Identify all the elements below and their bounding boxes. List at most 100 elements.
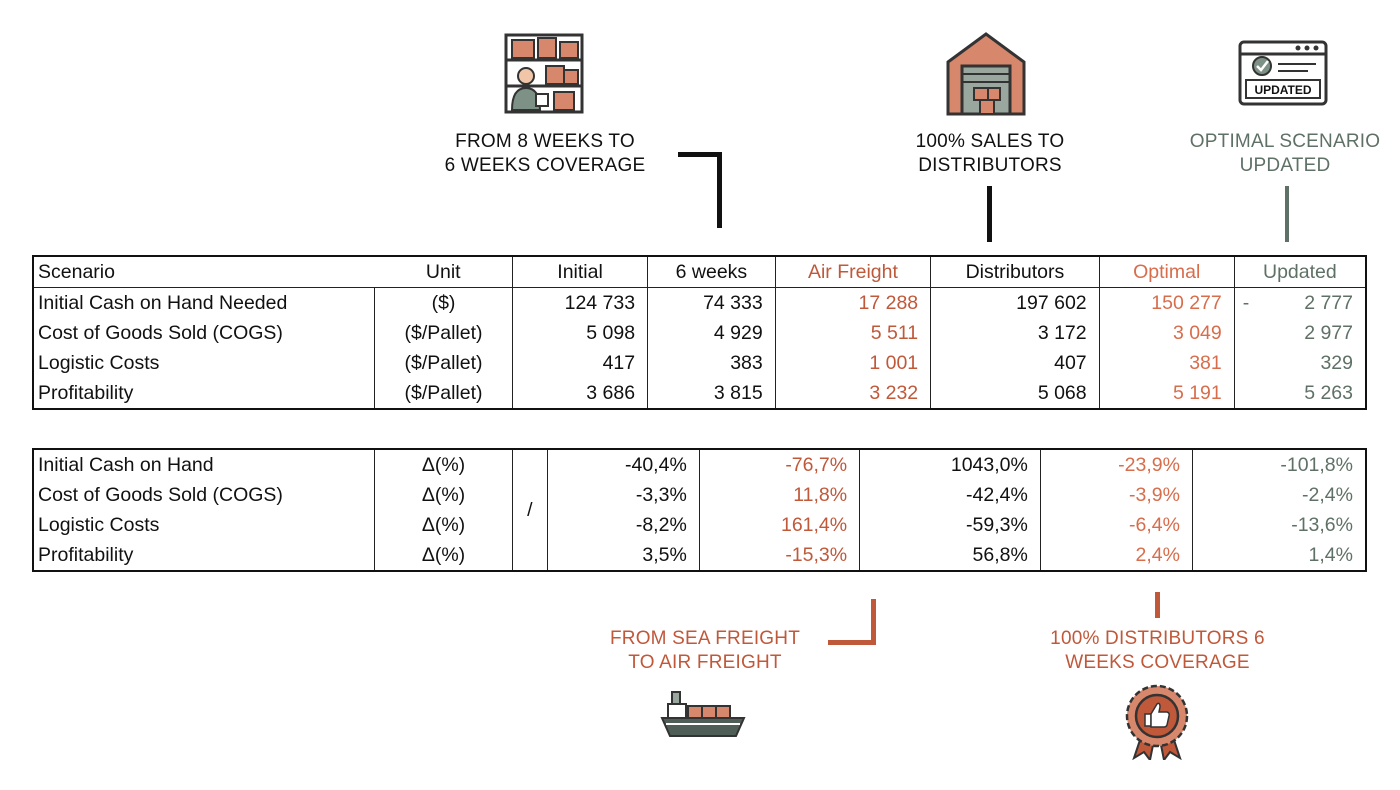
- connector-optimal: [1155, 592, 1160, 618]
- caption-line: DISTRIBUTORS: [918, 155, 1062, 176]
- header-unit: Unit: [425, 260, 461, 283]
- cell-initial: 417: [511, 348, 648, 378]
- cell-air-freight: 3 232: [774, 378, 931, 409]
- warehouse-shelves-worker-icon: [504, 33, 584, 114]
- table-row: Initial Cash on Hand Needed ($) 124 733 …: [33, 287, 1366, 318]
- cell-updated: - 2 777: [1233, 287, 1366, 318]
- caption-sales-distributors: 100% SALES TO DISTRIBUTORS: [890, 130, 1090, 178]
- cell-6-weeks: 74 333: [647, 287, 776, 318]
- row-unit: Δ(%): [374, 540, 513, 571]
- table-header-row: Scenario Unit Initial 6 weeks Air Freigh…: [33, 256, 1366, 288]
- caption-line: 100% SALES TO: [915, 131, 1065, 152]
- connector-weeks-horizontal: [678, 152, 722, 157]
- caption-line: UPDATED: [1239, 155, 1331, 176]
- cell-air-freight: -15,3%: [698, 540, 860, 571]
- table-row: Profitability Δ(%) 3,5% -15,3% 56,8% 2,4…: [33, 540, 1366, 571]
- row-unit: ($/Pallet): [374, 318, 513, 348]
- caption-line: OPTIMAL SCENARIO: [1189, 131, 1381, 152]
- table-row: Logistic Costs ($/Pallet) 417 383 1 001 …: [33, 348, 1366, 378]
- cell-updated: 2 977: [1233, 318, 1366, 348]
- cell-updated: -13,6%: [1191, 510, 1366, 540]
- cell-distributors: 1043,0%: [859, 449, 1041, 480]
- cell-6-weeks: 383: [647, 348, 776, 378]
- warehouse-building-icon: [946, 32, 1026, 116]
- row-label: Initial Cash on Hand: [38, 453, 214, 476]
- connector-distributors: [987, 186, 992, 242]
- cell-updated-value: 2 777: [1304, 291, 1353, 314]
- cell-air-freight: 161,4%: [698, 510, 860, 540]
- caption-line: FROM 8 WEEKS TO: [455, 131, 635, 152]
- cell-air-freight: 1 001: [774, 348, 931, 378]
- caption-line: FROM SEA FREIGHT: [609, 628, 801, 649]
- cell-initial: 5 098: [511, 318, 648, 348]
- cell-distributors: -42,4%: [859, 480, 1041, 510]
- cell-optimal: 381: [1098, 348, 1235, 378]
- cell-initial: 124 733: [511, 287, 648, 318]
- cell-optimal: 2,4%: [1039, 540, 1193, 571]
- cell-distributors: 3 172: [930, 318, 1100, 348]
- row-label: Initial Cash on Hand Needed: [38, 291, 288, 314]
- cell-optimal: -6,4%: [1039, 510, 1193, 540]
- cell-air-freight: 17 288: [774, 287, 931, 318]
- cell-distributors: -59,3%: [859, 510, 1041, 540]
- delta-table: Initial Cash on Hand Δ(%) / -40,4% -76,7…: [32, 448, 1367, 572]
- header-air-freight: Air Freight: [774, 256, 931, 288]
- cell-updated: 329: [1233, 348, 1366, 378]
- cell-optimal: 5 191: [1098, 378, 1235, 409]
- table-row: Cost of Goods Sold (COGS) ($/Pallet) 5 0…: [33, 318, 1366, 348]
- cargo-ship-icon: [660, 691, 746, 737]
- cell-optimal: -23,9%: [1039, 449, 1193, 480]
- row-label: Logistic Costs: [38, 351, 160, 374]
- cell-initial-merged: /: [512, 449, 548, 571]
- row-unit: Δ(%): [374, 449, 513, 480]
- caption-line: 100% DISTRIBUTORS 6: [1050, 628, 1265, 649]
- row-unit: Δ(%): [374, 510, 513, 540]
- cell-distributors: 5 068: [930, 378, 1100, 409]
- scenario-table: Scenario Unit Initial 6 weeks Air Freigh…: [32, 255, 1367, 410]
- header-updated: Updated: [1233, 256, 1366, 288]
- cell-air-freight: 5 511: [774, 318, 931, 348]
- connector-weeks-vertical: [717, 152, 722, 228]
- cell-optimal: 150 277: [1098, 287, 1235, 318]
- row-unit: ($): [374, 287, 513, 318]
- cell-air-freight: -76,7%: [698, 449, 860, 480]
- row-unit: Δ(%): [374, 480, 513, 510]
- header-optimal: Optimal: [1098, 256, 1235, 288]
- cell-distributors: 407: [930, 348, 1100, 378]
- header-initial: Initial: [511, 256, 648, 288]
- cell-6-weeks: 4 929: [647, 318, 776, 348]
- row-label: Profitability: [38, 543, 134, 566]
- cell-optimal: 3 049: [1098, 318, 1235, 348]
- cell-initial: 3 686: [511, 378, 648, 409]
- updated-browser-icon: UPDATED: [1238, 40, 1328, 106]
- cell-optimal: -3,9%: [1039, 480, 1193, 510]
- caption-optimal-updated: OPTIMAL SCENARIO UPDATED: [1175, 130, 1395, 178]
- caption-weeks-coverage: FROM 8 WEEKS TO 6 WEEKS COVERAGE: [430, 130, 660, 178]
- row-unit: ($/Pallet): [374, 348, 513, 378]
- cell-6-weeks: -40,4%: [546, 449, 700, 480]
- caption-line: 6 WEEKS COVERAGE: [444, 155, 646, 176]
- row-label: Cost of Goods Sold (COGS): [38, 321, 283, 344]
- negative-dash: -: [1242, 291, 1250, 314]
- row-unit: ($/Pallet): [374, 378, 513, 409]
- connector-air-vertical: [871, 599, 876, 645]
- header-scenario: Scenario: [38, 260, 115, 283]
- cell-updated: -101,8%: [1191, 449, 1366, 480]
- cell-6-weeks: -3,3%: [546, 480, 700, 510]
- caption-line: WEEKS COVERAGE: [1065, 652, 1250, 673]
- cell-distributors: 197 602: [930, 287, 1100, 318]
- table-row: Logistic Costs Δ(%) -8,2% 161,4% -59,3% …: [33, 510, 1366, 540]
- cell-distributors: 56,8%: [859, 540, 1041, 571]
- table-row: Initial Cash on Hand Δ(%) / -40,4% -76,7…: [33, 449, 1366, 571]
- thumbs-up-badge-icon: [1125, 684, 1189, 760]
- cell-updated: 1,4%: [1191, 540, 1366, 571]
- header-distributors: Distributors: [930, 256, 1100, 288]
- header-6-weeks: 6 weeks: [647, 256, 776, 288]
- updated-icon-text: UPDATED: [1254, 83, 1311, 97]
- cell-6-weeks: -8,2%: [546, 510, 700, 540]
- table-row: Profitability ($/Pallet) 3 686 3 815 3 2…: [33, 378, 1366, 409]
- connector-updated: [1285, 186, 1289, 242]
- caption-line: TO AIR FREIGHT: [628, 652, 782, 673]
- row-label: Logistic Costs: [38, 513, 160, 536]
- cell-updated: 5 263: [1233, 378, 1366, 409]
